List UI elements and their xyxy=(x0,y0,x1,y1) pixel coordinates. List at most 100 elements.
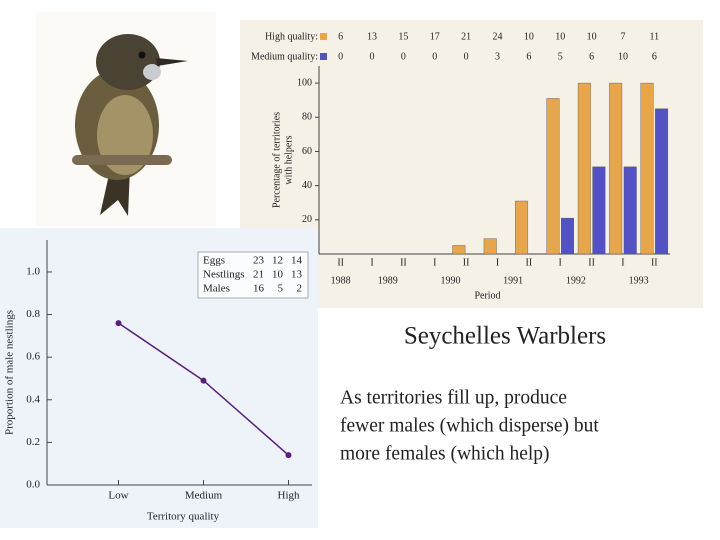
bird-illustration xyxy=(36,12,216,226)
y-tick-label: 0.0 xyxy=(26,479,40,491)
count-label: 15 xyxy=(398,31,408,42)
count-label: 6 xyxy=(652,51,657,62)
legend-label: High quality: xyxy=(265,31,318,42)
count-label: 10 xyxy=(524,31,534,42)
count-label: 0 xyxy=(432,51,437,62)
y-axis-label: Proportion of male nestlings xyxy=(4,310,16,435)
point xyxy=(200,377,207,384)
table-cell: 21 xyxy=(253,269,264,281)
count-label: 13 xyxy=(367,31,377,42)
point xyxy=(285,452,292,459)
table-cell: 10 xyxy=(272,269,284,281)
count-label: 6 xyxy=(589,51,594,62)
year-label: 1988 xyxy=(331,275,351,286)
bar xyxy=(561,217,574,255)
x-axis-label: Territory quality xyxy=(147,511,220,523)
bird-throat xyxy=(143,64,161,80)
x-tick-label: Low xyxy=(108,490,128,502)
x-tick-label: I xyxy=(621,257,624,268)
x-axis-label: Period xyxy=(474,290,500,301)
year-label: 1993 xyxy=(629,275,649,286)
body-text: fewer males (which disperse) but xyxy=(340,415,599,436)
table-cell: 5 xyxy=(278,283,284,295)
count-label: 0 xyxy=(338,51,343,62)
bar xyxy=(592,166,606,255)
count-label: 24 xyxy=(493,31,503,42)
perch xyxy=(72,155,172,165)
y-tick-label: 0.4 xyxy=(26,393,40,405)
legend-label: Medium quality: xyxy=(251,51,318,62)
bird-tail xyxy=(100,168,130,216)
count-label: 0 xyxy=(401,51,406,62)
count-label: 21 xyxy=(461,31,471,42)
count-label: 0 xyxy=(370,51,375,62)
body-text: As territories fill up, produce xyxy=(340,387,567,408)
x-tick-label: I xyxy=(370,257,373,268)
table-cell: 12 xyxy=(272,255,283,267)
bar xyxy=(515,200,529,255)
bar xyxy=(452,245,466,255)
count-label: 5 xyxy=(558,51,563,62)
x-tick-label: II xyxy=(588,257,595,268)
line-chart: 0.0 0.2 0.4 0.6 0.8 1.0 Proportion of male nes… xyxy=(4,240,312,523)
count-label: 7 xyxy=(620,31,625,42)
year-label: 1989 xyxy=(378,275,398,286)
y-tick-label: 80 xyxy=(302,112,312,123)
x-tick-label: I xyxy=(559,257,562,268)
bar xyxy=(483,238,497,255)
table-cell: 2 xyxy=(297,283,303,295)
slide-title: Seychelles Warblers xyxy=(404,323,606,350)
count-label: 0 xyxy=(464,51,469,62)
bar xyxy=(655,108,669,255)
count-label: 6 xyxy=(338,31,343,42)
bird-beak xyxy=(156,58,188,66)
x-tick-label: I xyxy=(496,257,499,268)
table-cell: 23 xyxy=(253,255,265,267)
y-axis-label: Percentage of territories xyxy=(271,112,282,208)
table-cell: 13 xyxy=(291,269,303,281)
x-tick-label: II xyxy=(400,257,407,268)
year-label: 1992 xyxy=(566,275,586,286)
x-tick-label: II xyxy=(337,257,344,268)
count-label: 10 xyxy=(618,51,628,62)
x-tick-label: II xyxy=(463,257,470,268)
y-tick-label: 0.2 xyxy=(26,436,40,448)
x-tick-label: II xyxy=(526,257,533,268)
bar xyxy=(609,82,623,255)
table-cell: 14 xyxy=(291,255,303,267)
count-label: 6 xyxy=(526,51,531,62)
y-tick-label: 0.8 xyxy=(26,308,40,320)
count-label: 11 xyxy=(649,31,659,42)
x-tick-label: Medium xyxy=(185,490,223,502)
table-row-label: Nestlings xyxy=(203,269,245,281)
y-tick-label: 40 xyxy=(302,180,312,191)
x-tick-label: I xyxy=(433,257,436,268)
legend-swatch xyxy=(320,53,327,60)
x-tick-label: High xyxy=(278,490,301,502)
y-tick-label: 0.6 xyxy=(26,351,40,363)
y-tick-label: 1.0 xyxy=(26,265,40,277)
legend-swatch xyxy=(320,33,327,40)
bar xyxy=(546,98,560,255)
bar xyxy=(577,82,591,255)
y-axis-label: with helpers xyxy=(283,135,294,184)
table-cell: 16 xyxy=(253,283,265,295)
year-label: 1991 xyxy=(503,275,523,286)
y-tick-label: 100 xyxy=(297,77,312,88)
count-label: 10 xyxy=(555,31,565,42)
count-label: 10 xyxy=(587,31,597,42)
count-label: 17 xyxy=(430,31,440,42)
bar xyxy=(623,166,637,255)
inset-table-box xyxy=(197,251,309,299)
body-text: more females (which help) xyxy=(340,443,550,464)
bird-head xyxy=(96,34,160,90)
year-label: 1990 xyxy=(440,275,460,286)
bird-eye xyxy=(138,51,146,59)
y-tick-label: 20 xyxy=(302,214,312,225)
bar xyxy=(640,82,654,255)
x-tick-label: II xyxy=(651,257,658,268)
table-row-label: Males xyxy=(203,283,230,295)
y-tick-label: 60 xyxy=(302,146,312,157)
